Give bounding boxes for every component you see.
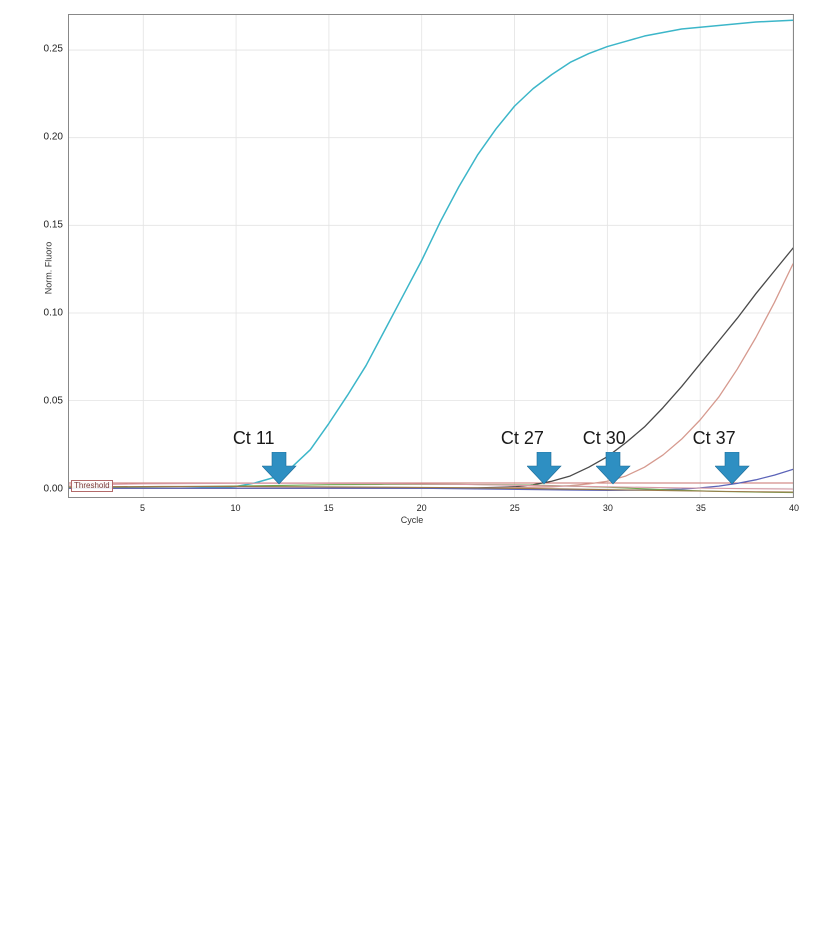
y-tick-label: 0.20	[44, 132, 66, 143]
chart-frame: Norm. Fluoro Cycle Threshold Ct 11Ct 27C…	[24, 10, 800, 526]
x-tick-label: 30	[603, 500, 613, 513]
x-tick-label: 40	[789, 500, 799, 513]
arrow-icon	[262, 452, 820, 934]
x-axis-label: Cycle	[401, 515, 424, 525]
y-axis-label: Norm. Fluoro	[43, 242, 53, 295]
y-tick-label: 0.25	[44, 44, 66, 55]
y-tick-label: 0.10	[44, 308, 66, 319]
plot-svg	[69, 15, 793, 497]
x-tick-label: 5	[140, 500, 145, 513]
threshold-label: Threshold	[71, 480, 113, 492]
x-tick-label: 35	[696, 500, 706, 513]
arrow-icon	[527, 452, 820, 934]
x-tick-label: 25	[510, 500, 520, 513]
y-tick-label: 0.15	[44, 220, 66, 231]
plot-area: Threshold Ct 11Ct 27Ct 30Ct 37	[68, 14, 794, 498]
arrow-icon	[715, 452, 820, 934]
x-tick-label: 10	[231, 500, 241, 513]
y-tick-label: 0.00	[44, 484, 66, 495]
x-tick-label: 15	[324, 500, 334, 513]
y-tick-label: 0.05	[44, 396, 66, 407]
arrow-icon	[596, 452, 820, 934]
x-tick-label: 20	[417, 500, 427, 513]
